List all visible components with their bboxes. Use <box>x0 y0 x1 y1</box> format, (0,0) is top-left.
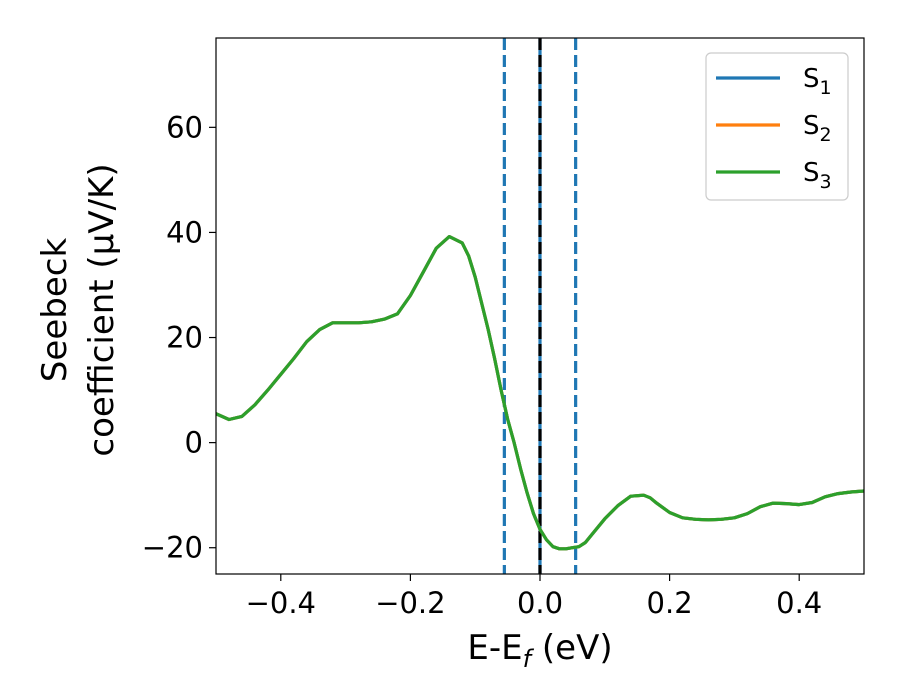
x-axis-ticks: −0.4 −0.2 0.0 0.2 0.4 <box>246 574 822 620</box>
legend-label-s3: S3 <box>803 158 832 193</box>
legend-label-main: S <box>803 111 820 141</box>
x-tick-label: 0.0 <box>517 586 563 620</box>
y-tick-label: 40 <box>166 215 203 249</box>
y-tick-label: 0 <box>185 426 203 460</box>
legend-label-sub: 3 <box>820 171 832 193</box>
y-axis-label: Seebeck coefficient (μV/K) <box>35 163 122 456</box>
legend-label-main: S <box>803 158 820 188</box>
x-tick-label: −0.2 <box>375 586 445 620</box>
y-tick-label: −20 <box>142 531 203 565</box>
series-line-s3 <box>216 235 864 551</box>
y-axis-ticks: −20 0 20 40 60 <box>142 110 216 565</box>
plot-area <box>216 38 864 574</box>
legend-label-sub: 1 <box>820 77 832 99</box>
x-axis-label-main: E-E <box>467 628 522 668</box>
y-tick-label: 60 <box>166 110 203 144</box>
y-axis-label-line2: coefficient (μV/K) <box>82 163 122 456</box>
reference-lines <box>502 38 578 574</box>
x-axis-label: E-Ef (eV) <box>467 628 612 673</box>
x-tick-label: −0.4 <box>246 586 316 620</box>
series-lines <box>216 235 864 551</box>
x-tick-label: 0.2 <box>647 586 693 620</box>
legend-label-sub: 2 <box>820 124 832 146</box>
x-axis-label-unit: (eV) <box>531 628 613 668</box>
legend-label-s2: S2 <box>803 111 832 146</box>
legend-label-main: S <box>803 64 820 94</box>
y-tick-label: 20 <box>166 321 203 355</box>
y-axis-label-line1: Seebeck <box>35 238 75 383</box>
legend-label-s1: S1 <box>803 64 832 99</box>
x-tick-label: 0.4 <box>776 586 822 620</box>
